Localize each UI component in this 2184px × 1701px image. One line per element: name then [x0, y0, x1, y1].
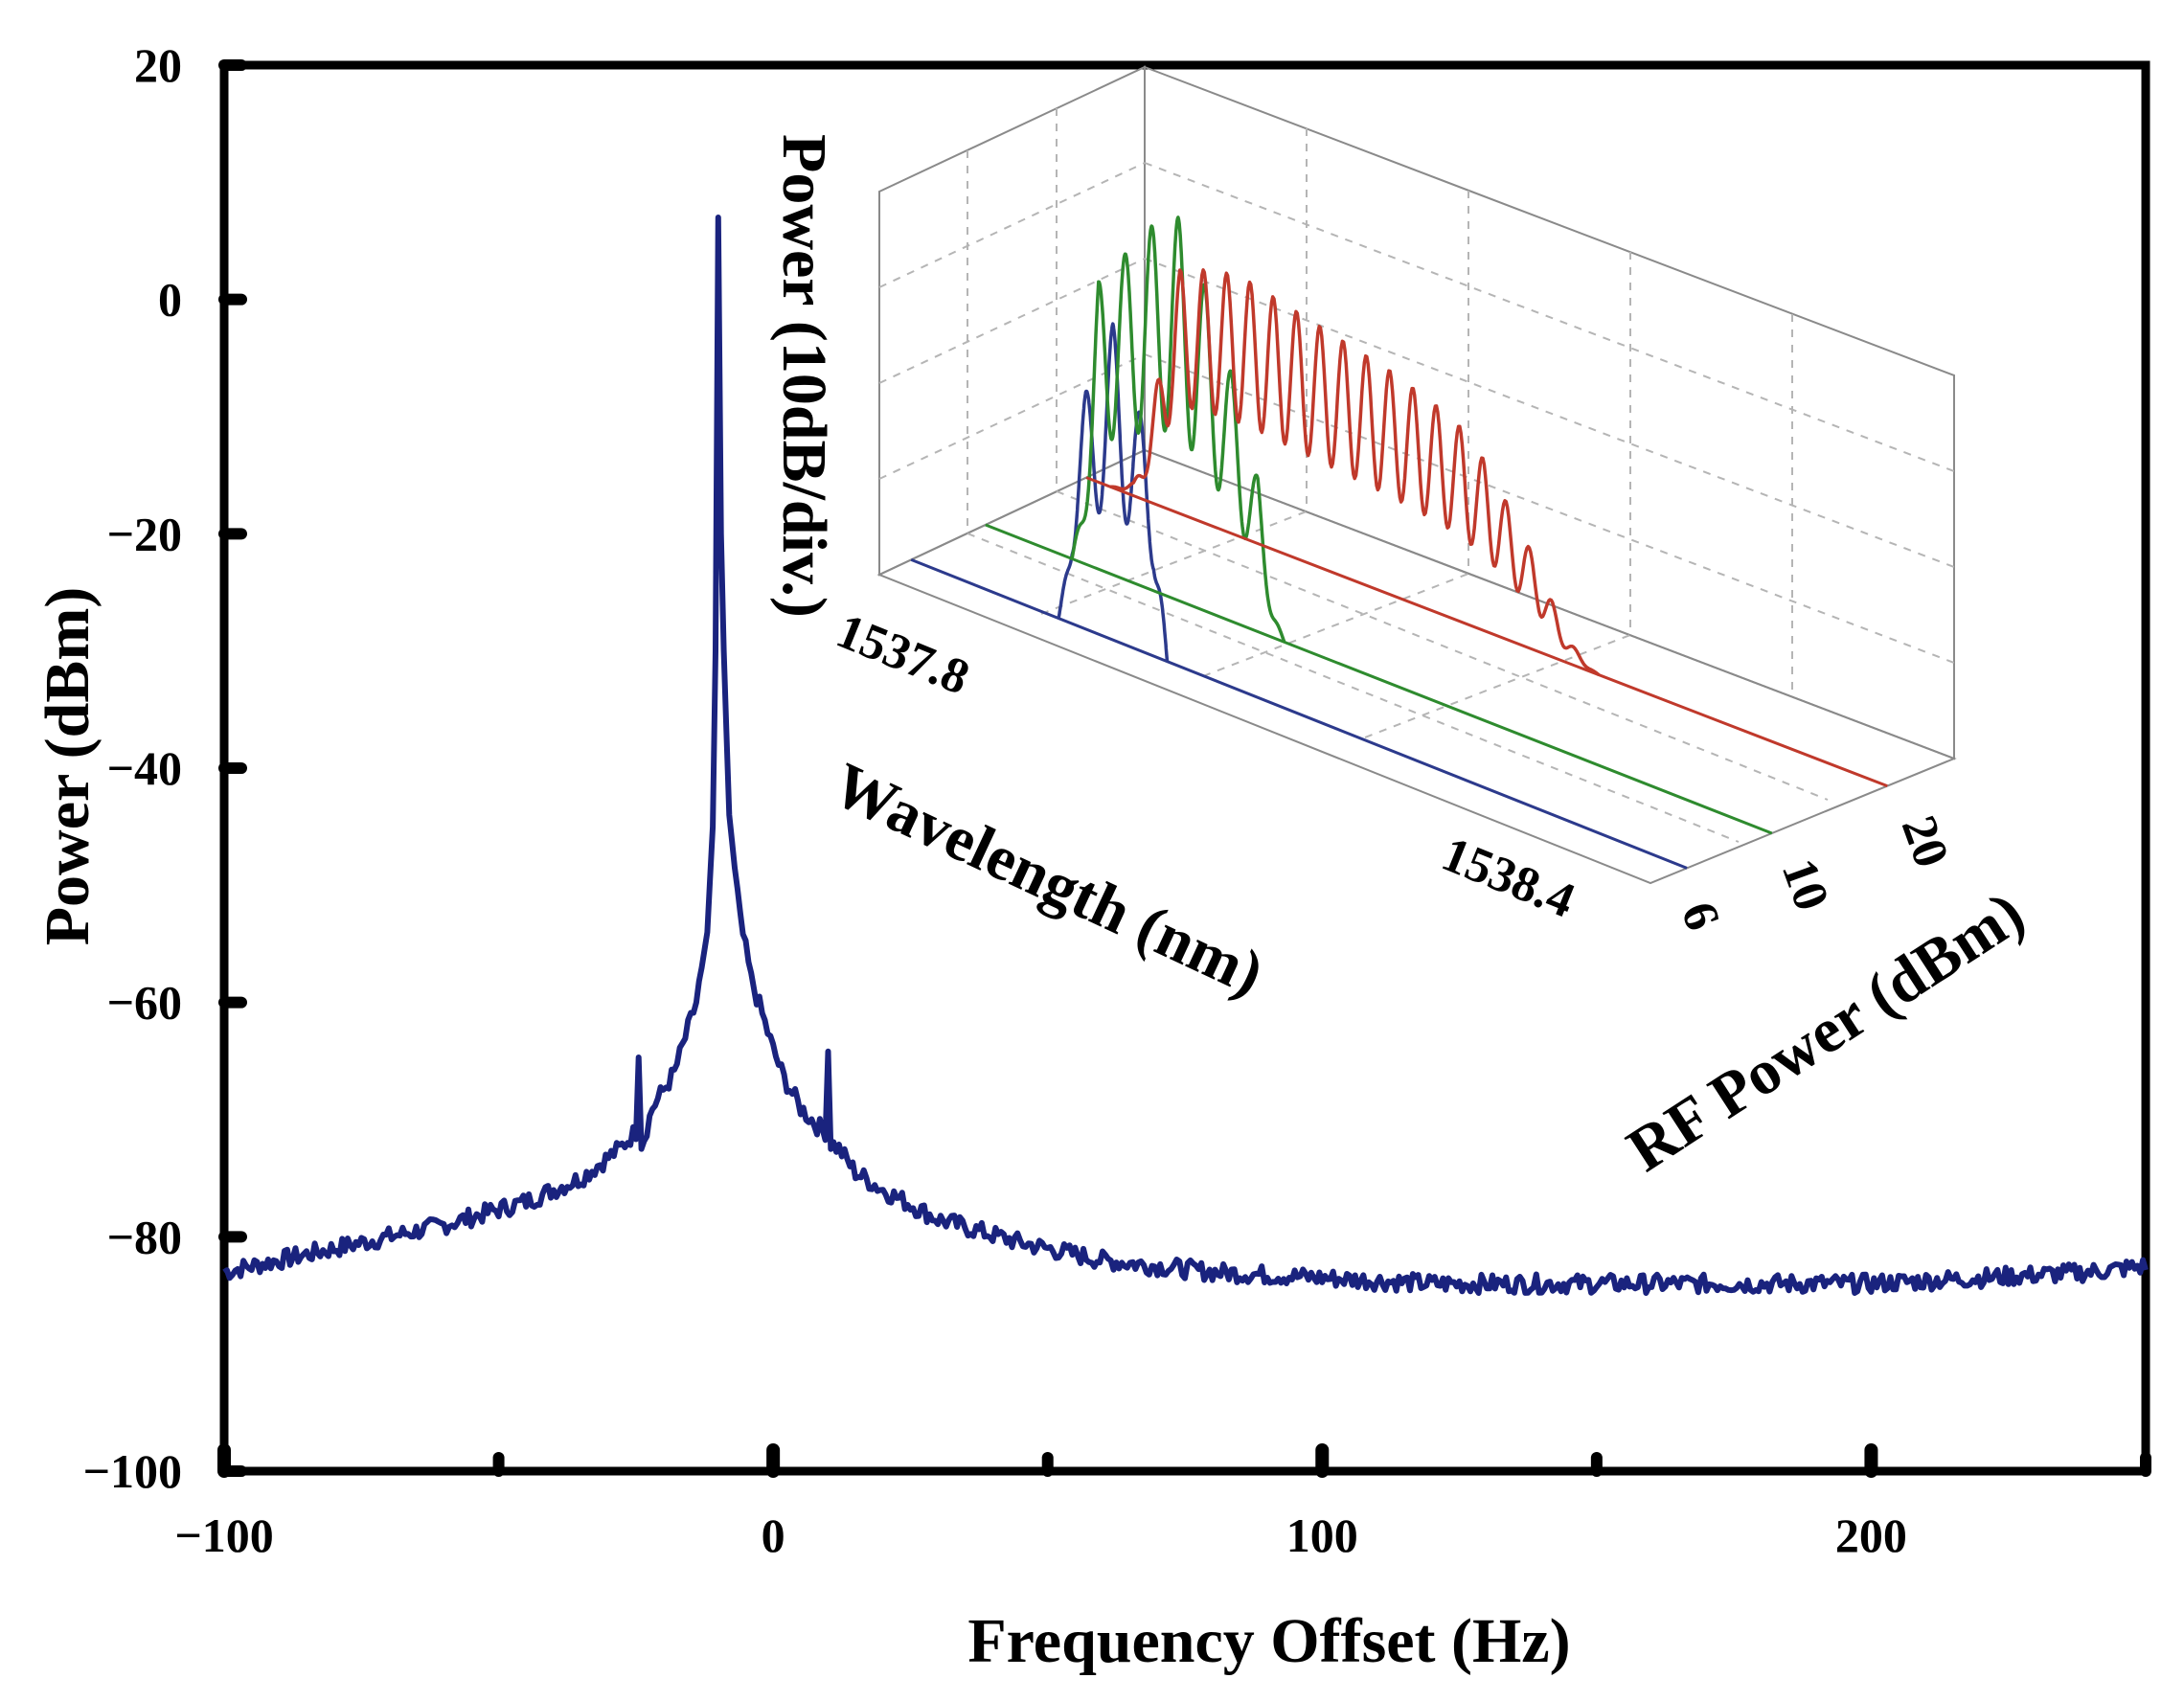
x-tick-label: 200 — [1835, 1508, 1907, 1562]
y-tick-label: −100 — [83, 1444, 183, 1498]
inset-spectrum-line — [1070, 215, 1286, 644]
y-tick-label: 20 — [134, 38, 182, 92]
y-tick-label: −60 — [107, 976, 183, 1030]
inset-baseline — [985, 523, 1773, 835]
x-tick-label: 100 — [1286, 1508, 1358, 1562]
inset-spectrum-line — [1057, 322, 1170, 662]
inset-y-axis-title: Power (10dB/div.) — [769, 134, 839, 618]
y-axis-ticks: 20 0 −20 −40 −60 −80 −100 — [83, 38, 247, 1498]
y-tick-label: −40 — [107, 741, 183, 795]
inset-baseline — [1085, 476, 1888, 787]
inset-floor — [876, 448, 1957, 885]
inset-baseline — [910, 558, 1688, 870]
main-series-line — [222, 215, 2149, 1296]
x-axis-ticks: −100 0 100 200 — [174, 1443, 2151, 1562]
y-axis-title: Power (dBm) — [33, 587, 102, 946]
x-axis-title: Frequency Offset (Hz) — [967, 1606, 1570, 1676]
y-tick-label: −80 — [107, 1210, 183, 1263]
y-tick-label: −20 — [107, 507, 183, 560]
inset-spectra — [910, 215, 1888, 870]
y-tick-label: 0 — [158, 273, 182, 327]
x-tick-label: 0 — [762, 1508, 785, 1562]
inset-spectrum-line — [1109, 268, 1601, 677]
x-tick-label: −100 — [174, 1508, 274, 1562]
